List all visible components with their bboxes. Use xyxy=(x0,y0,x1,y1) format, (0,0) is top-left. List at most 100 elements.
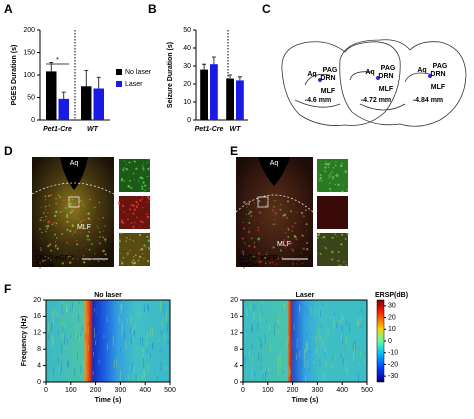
texture xyxy=(292,360,294,370)
texture xyxy=(316,346,317,354)
texture xyxy=(131,337,132,345)
texture xyxy=(140,190,142,192)
texture xyxy=(346,335,347,344)
texture xyxy=(134,265,136,267)
texture xyxy=(68,220,70,223)
texture xyxy=(251,211,253,213)
region-label: DRN xyxy=(320,75,335,82)
texture xyxy=(143,304,145,313)
texture xyxy=(149,167,150,169)
x-tick-label: Pet1-Cre xyxy=(43,126,72,133)
texture xyxy=(117,307,119,311)
texture xyxy=(274,321,276,327)
texture xyxy=(142,337,144,348)
texture xyxy=(284,303,286,308)
texture xyxy=(148,247,151,251)
texture xyxy=(242,227,246,230)
texture xyxy=(87,325,89,335)
texture xyxy=(167,321,169,333)
texture xyxy=(273,326,275,336)
texture xyxy=(49,243,52,246)
texture xyxy=(332,355,334,361)
texture xyxy=(319,179,321,181)
texture xyxy=(260,358,262,363)
texture xyxy=(305,349,306,354)
texture xyxy=(57,330,59,336)
texture xyxy=(324,162,327,166)
texture xyxy=(134,322,136,330)
texture xyxy=(146,200,149,203)
texture xyxy=(55,222,58,225)
region-label: Aq xyxy=(365,69,374,76)
texture xyxy=(146,195,150,199)
texture xyxy=(133,160,135,162)
texture xyxy=(138,180,140,182)
bar xyxy=(46,71,57,120)
texture xyxy=(122,199,124,201)
chart-title: Laser xyxy=(296,292,315,299)
texture xyxy=(305,375,306,382)
texture xyxy=(261,300,263,307)
legend-swatch xyxy=(116,81,122,87)
texture xyxy=(279,355,281,360)
texture xyxy=(146,259,150,263)
x-tick-label: WT xyxy=(230,126,242,133)
texture xyxy=(102,258,106,262)
texture xyxy=(242,250,244,252)
y-axis-label: PGES Duration (s) xyxy=(11,45,18,106)
texture xyxy=(119,221,120,223)
texture xyxy=(125,340,127,350)
texture xyxy=(143,162,145,164)
texture xyxy=(73,230,77,234)
texture xyxy=(98,242,101,245)
depth-label: -4.6 mm xyxy=(305,97,331,104)
texture xyxy=(122,170,125,172)
texture xyxy=(340,352,342,359)
texture xyxy=(306,342,307,352)
texture xyxy=(160,300,161,311)
texture xyxy=(272,261,274,264)
texture xyxy=(266,320,268,324)
texture xyxy=(147,239,151,242)
texture xyxy=(273,206,275,208)
texture xyxy=(134,254,137,257)
texture xyxy=(45,215,47,218)
texture xyxy=(309,365,310,372)
y-tick-label: 0 xyxy=(37,379,41,386)
texture xyxy=(248,200,250,202)
texture xyxy=(324,351,326,357)
texture xyxy=(91,243,93,246)
texture xyxy=(161,317,163,326)
texture xyxy=(342,347,344,355)
texture xyxy=(344,237,347,240)
texture xyxy=(130,186,133,189)
texture xyxy=(95,332,97,343)
texture xyxy=(132,328,133,334)
texture xyxy=(286,240,289,243)
texture xyxy=(293,203,294,205)
texture xyxy=(59,367,60,374)
y-tick-label: 20 xyxy=(230,297,238,304)
region-label: Aq xyxy=(307,71,316,78)
texture xyxy=(82,199,85,202)
texture xyxy=(135,200,138,204)
texture xyxy=(123,211,126,213)
texture xyxy=(292,250,294,252)
texture xyxy=(138,374,139,382)
x-tick-label: 400 xyxy=(139,387,151,394)
texture xyxy=(133,366,135,375)
texture xyxy=(66,302,68,313)
texture xyxy=(274,212,278,215)
texture xyxy=(60,368,62,375)
texture xyxy=(327,175,330,177)
texture xyxy=(282,369,284,374)
texture xyxy=(94,340,96,345)
texture xyxy=(287,235,290,238)
texture xyxy=(333,311,335,316)
texture xyxy=(134,179,136,181)
texture xyxy=(132,226,135,229)
texture xyxy=(323,372,325,383)
texture xyxy=(87,217,91,220)
texture xyxy=(120,369,122,381)
texture xyxy=(352,342,354,353)
